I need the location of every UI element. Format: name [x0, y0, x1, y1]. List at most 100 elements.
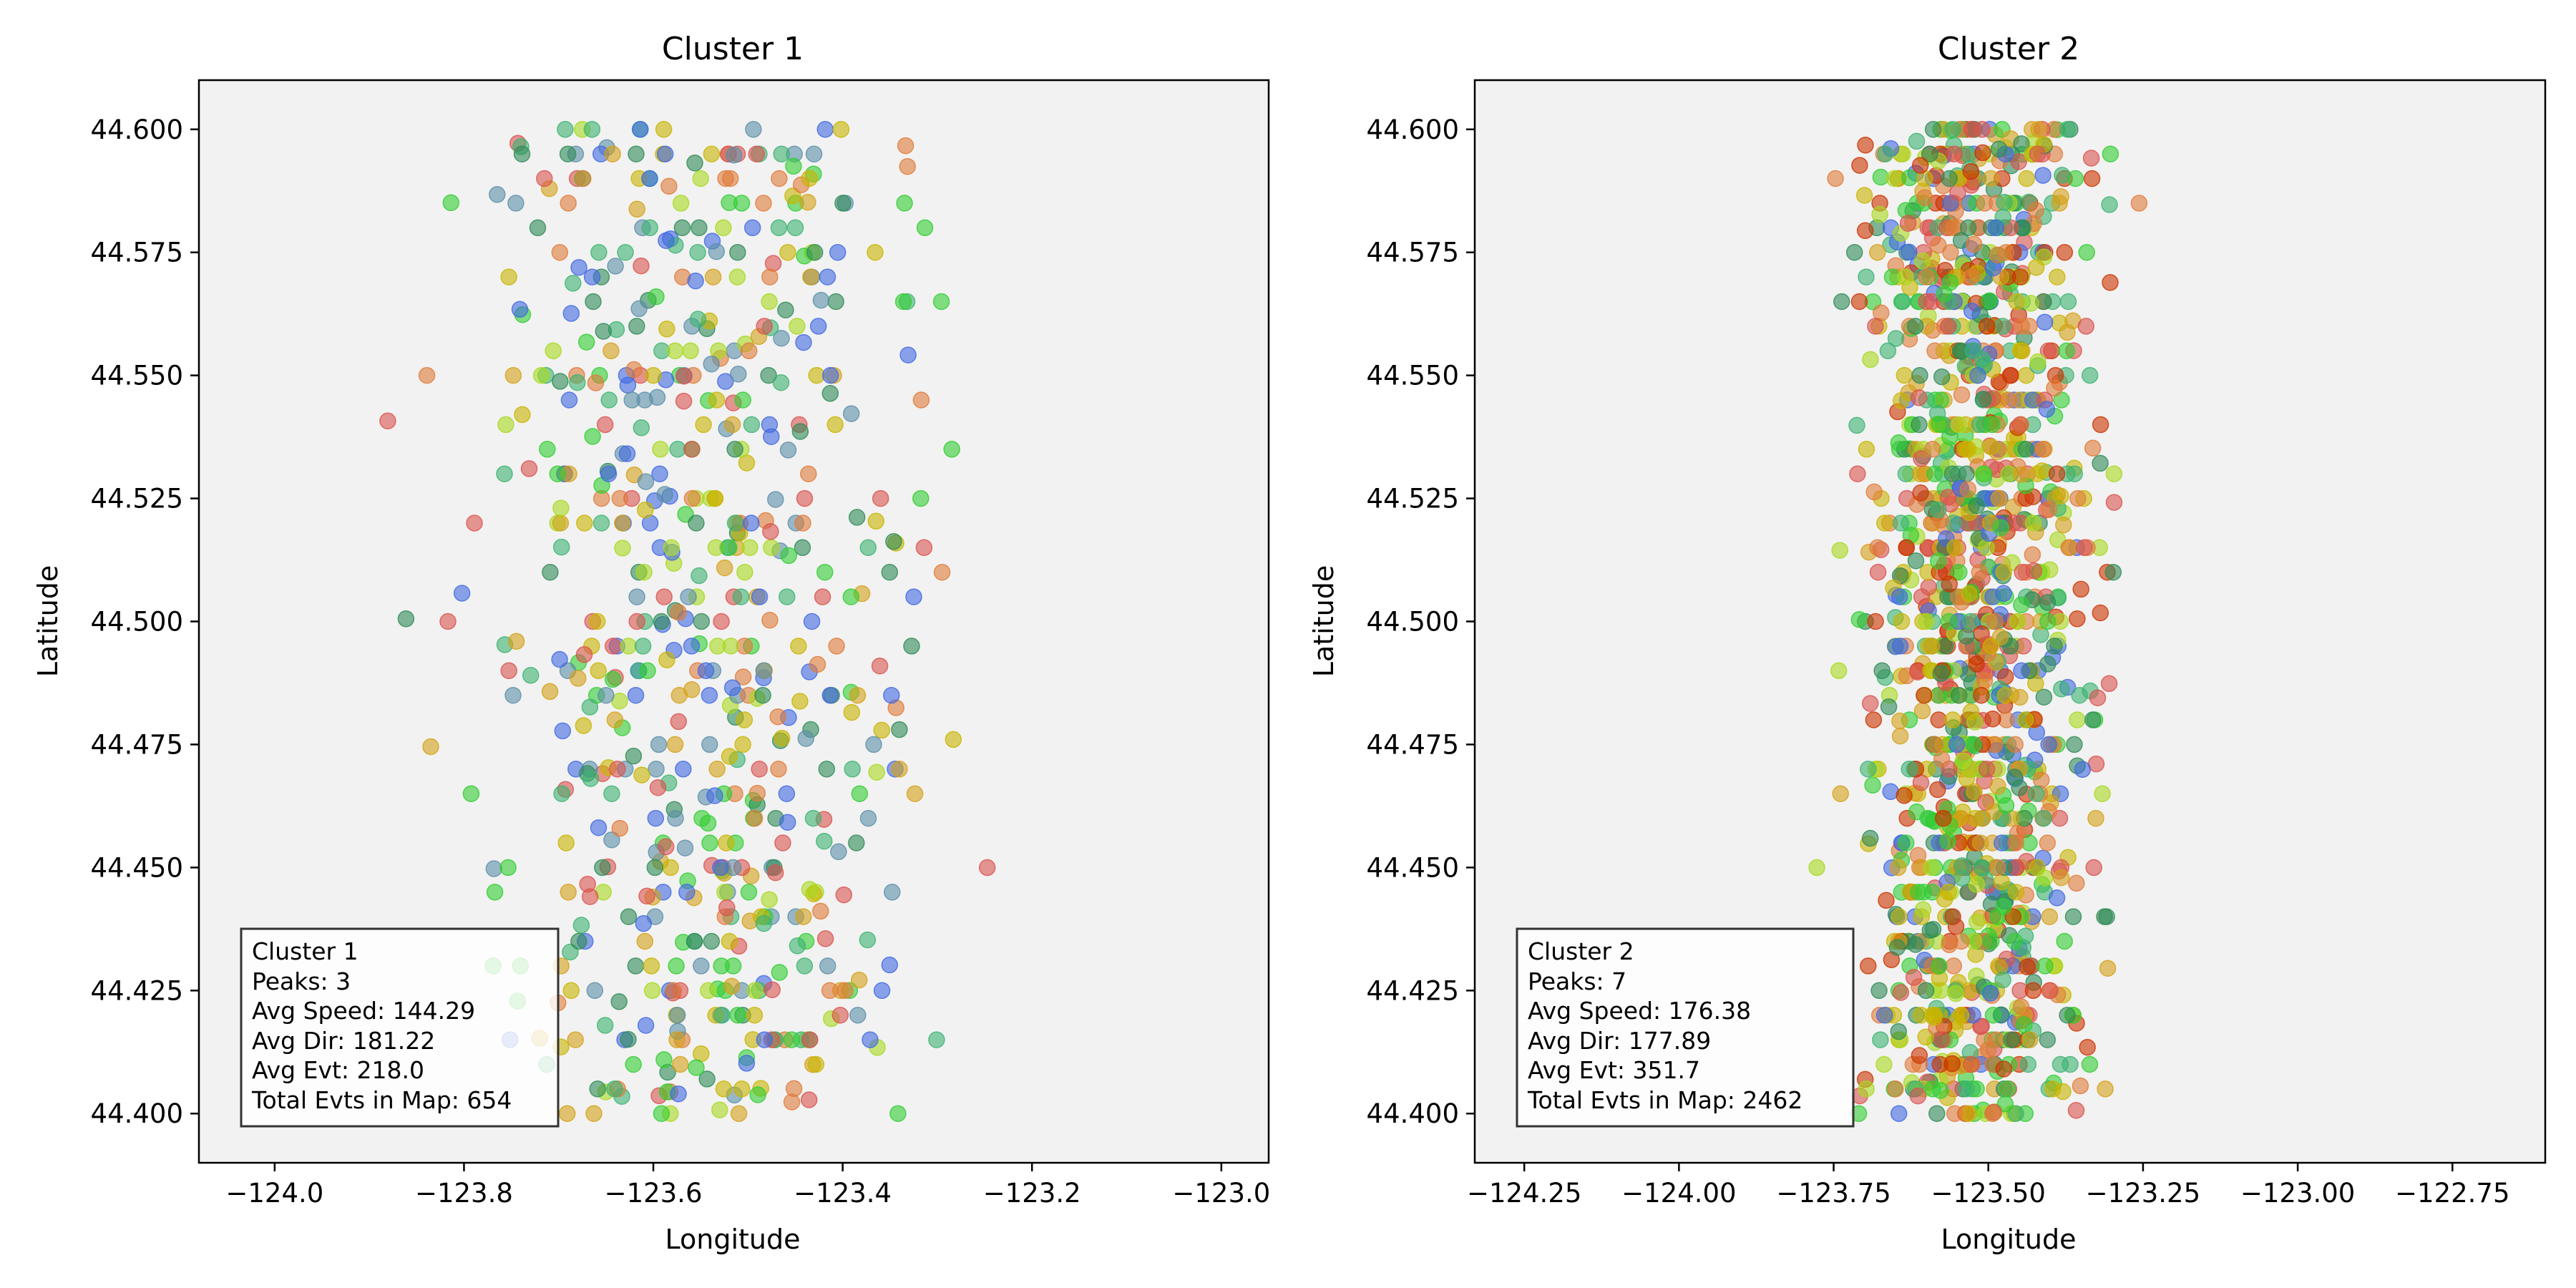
data-point [779, 243, 796, 261]
data-point [770, 219, 788, 237]
data-point [2054, 167, 2071, 184]
data-point [873, 982, 891, 1000]
points-layer [1808, 121, 2148, 1122]
data-point [650, 736, 668, 753]
data-point [2100, 675, 2118, 693]
data-point [1965, 235, 1983, 253]
data-point [2076, 539, 2093, 557]
data-point [821, 982, 839, 1000]
data-point [2006, 736, 2024, 753]
data-point [1943, 465, 1961, 482]
data-point [2039, 594, 2057, 611]
data-point [828, 638, 845, 655]
data-point [504, 366, 522, 384]
data-point [1995, 585, 2012, 602]
data-point [569, 374, 586, 391]
data-point [761, 268, 779, 286]
data-point [1959, 481, 1977, 498]
data-point [2027, 259, 2045, 276]
data-point [1944, 121, 1961, 138]
y-tick-label: 44.600 [91, 114, 183, 145]
data-point [1978, 761, 1996, 778]
data-point [1946, 539, 1963, 557]
data-point [703, 355, 720, 373]
data-point [2035, 809, 2052, 827]
data-point [522, 667, 540, 684]
data-point [777, 301, 794, 318]
data-point [804, 809, 822, 827]
data-point [2099, 960, 2117, 977]
data-point [1962, 162, 1980, 180]
data-point [701, 686, 718, 704]
data-point [1958, 465, 1975, 482]
data-point [1939, 489, 1957, 506]
data-point [2071, 686, 2088, 704]
data-point [801, 881, 819, 898]
data-point [829, 243, 847, 261]
data-point [630, 300, 648, 318]
data-point [1984, 710, 2001, 728]
data-point [2052, 869, 2070, 887]
stats-total-evts: Total Evts in Map: 2462 [1527, 1086, 1802, 1114]
data-point [1982, 170, 2000, 187]
data-point [557, 834, 575, 852]
data-point [796, 489, 814, 507]
data-point [1918, 268, 1936, 286]
data-point [1887, 1080, 1904, 1098]
data-point [2012, 998, 2030, 1015]
data-point [2024, 982, 2042, 1000]
data-point [903, 638, 920, 655]
data-point [819, 268, 836, 286]
data-point [1944, 908, 1961, 925]
data-point [2054, 1083, 2072, 1101]
data-point [625, 747, 643, 765]
data-point [1973, 686, 1990, 704]
data-point [721, 932, 738, 950]
data-point [1950, 416, 1968, 434]
data-point [801, 170, 818, 187]
data-point [646, 859, 664, 877]
data-point [881, 563, 899, 581]
data-point [422, 738, 439, 756]
data-point [1983, 932, 2000, 950]
data-point [2097, 1080, 2114, 1098]
data-point [844, 761, 861, 778]
data-point [1979, 318, 1996, 335]
data-point [1858, 441, 1875, 458]
data-point [773, 145, 790, 162]
data-point [1908, 803, 1926, 821]
data-point [1827, 170, 1844, 187]
data-point [751, 588, 769, 605]
data-point [590, 819, 608, 836]
data-point [769, 708, 786, 726]
data-point [912, 391, 930, 409]
data-point [2084, 711, 2102, 728]
data-point [627, 957, 645, 975]
data-point [602, 342, 620, 360]
data-point [725, 146, 743, 164]
data-point [2003, 1031, 2020, 1048]
data-point [2034, 441, 2051, 458]
data-point [1923, 859, 1940, 877]
data-point [693, 613, 711, 630]
data-point [701, 834, 718, 852]
data-point [497, 416, 514, 434]
data-point [585, 293, 602, 311]
data-point [1962, 703, 1980, 721]
data-point [2064, 908, 2082, 925]
data-point [713, 957, 730, 975]
data-point [1968, 655, 1985, 673]
data-point [746, 982, 763, 1000]
data-point [1930, 236, 1947, 254]
data-point [1872, 1031, 1889, 1048]
data-point [1968, 876, 1986, 893]
data-point [641, 219, 658, 237]
data-point [683, 441, 701, 458]
data-point [2056, 243, 2074, 261]
data-point [536, 170, 553, 187]
data-point [1907, 552, 1925, 570]
y-axis-label: Latitude [1308, 565, 1340, 677]
data-point [743, 219, 761, 237]
data-point [2052, 487, 2069, 505]
data-point [606, 711, 624, 728]
